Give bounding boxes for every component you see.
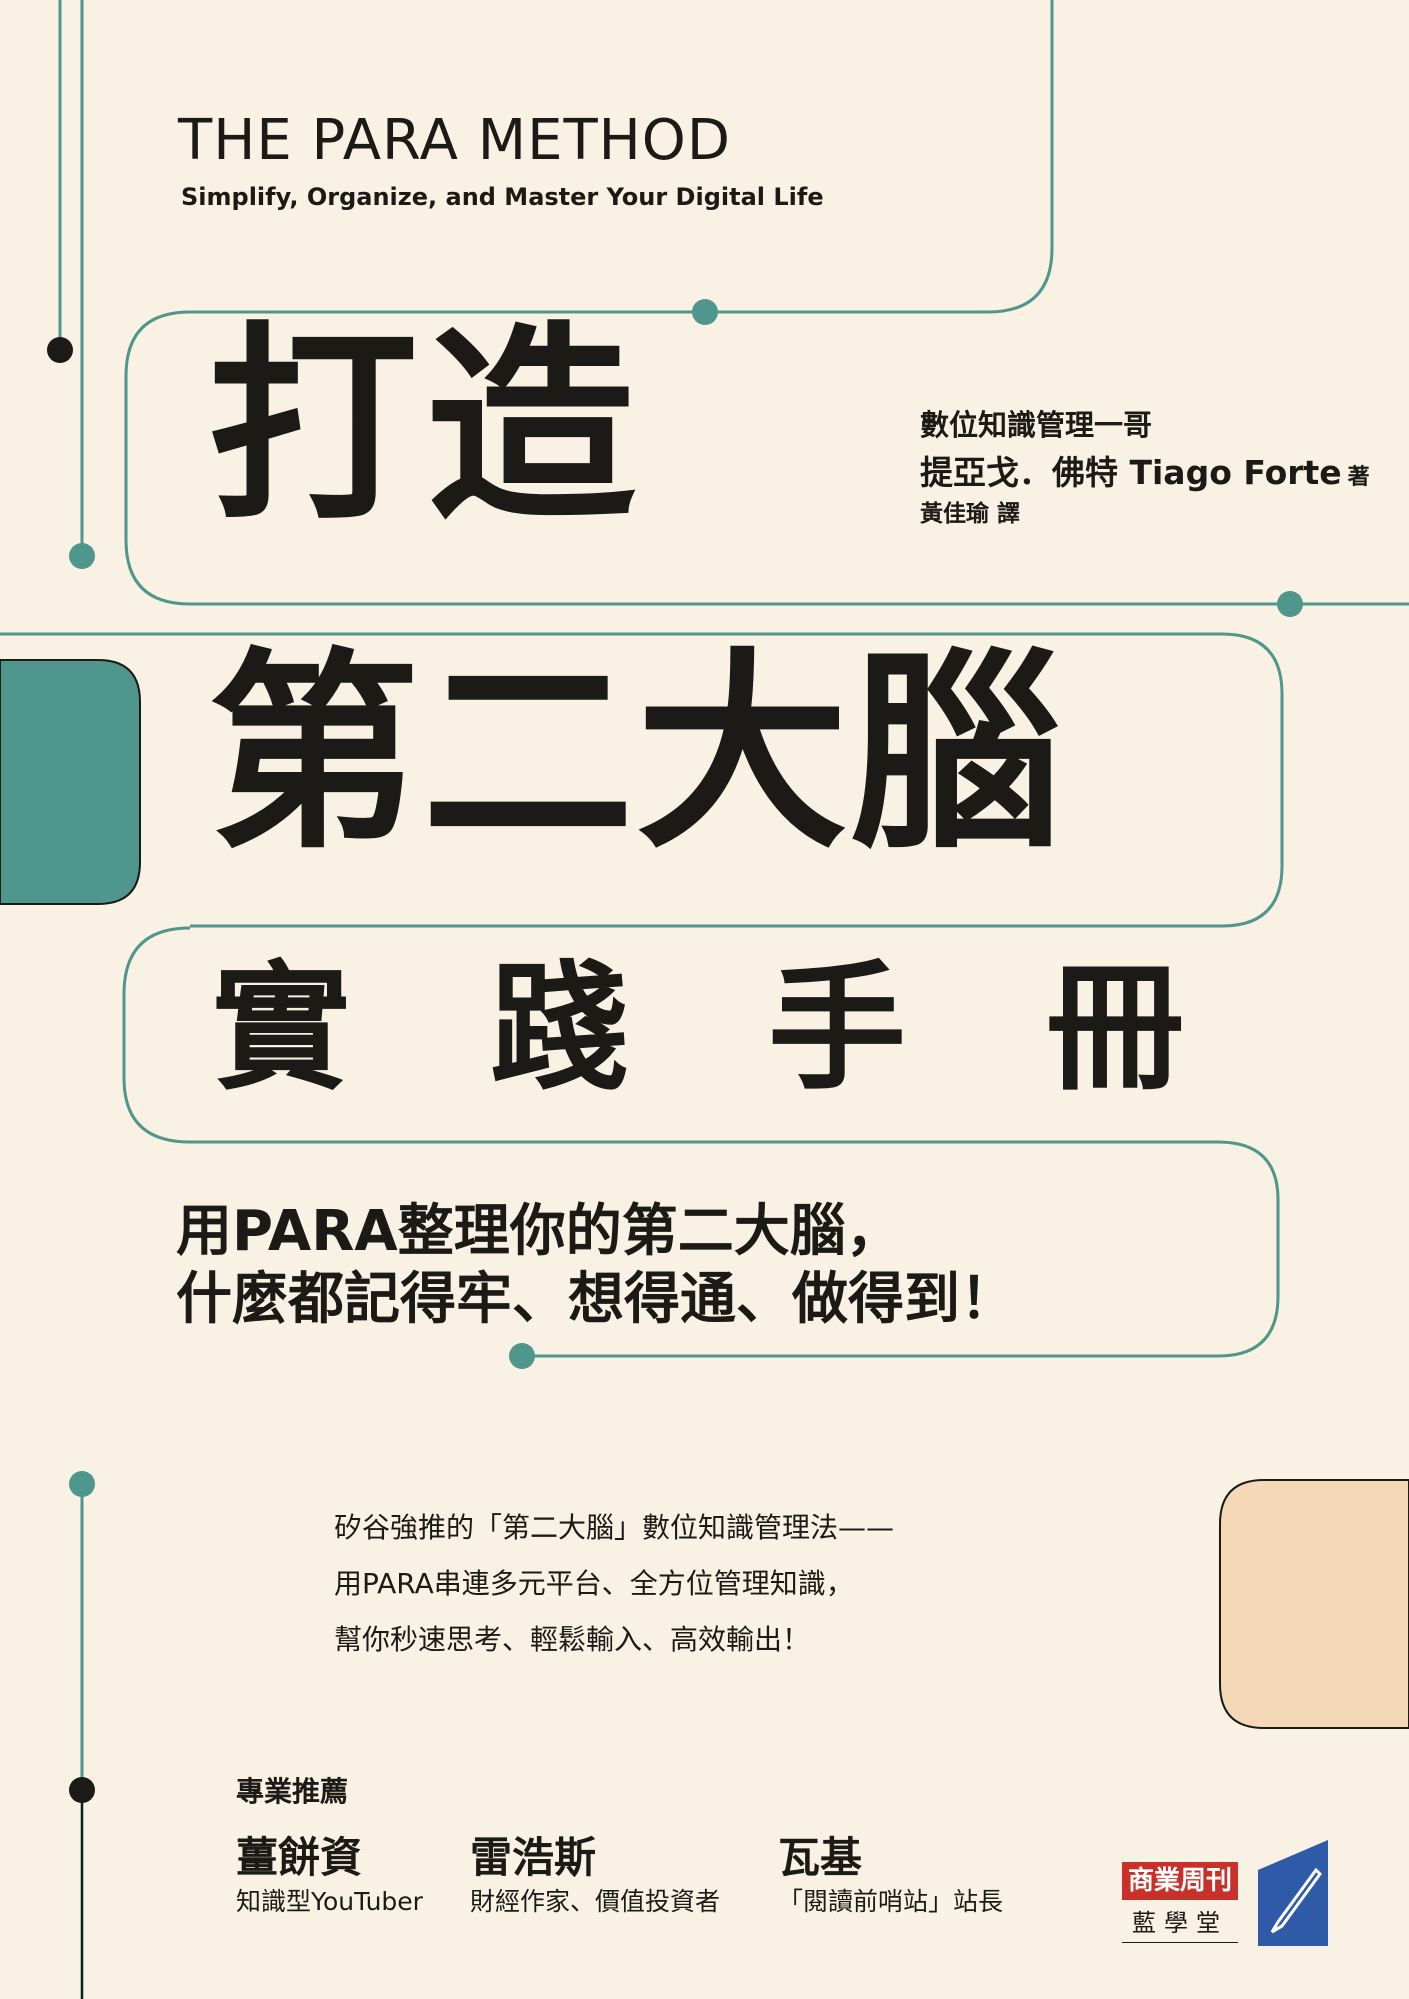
tagline-line-2: 什麼都記得牢、想得通、做得到！: [176, 1267, 1016, 1332]
tagline-line-1: 用PARA整理你的第二大腦，: [176, 1199, 902, 1264]
author-tagline: 數位知識管理一哥: [920, 408, 1153, 442]
publisher-imprint: 藍學堂: [1122, 1904, 1238, 1943]
recommender-desc-2: 財經作家、價值投資者: [470, 1887, 721, 1916]
blurb-line-1: 矽谷強推的「第二大腦」數位知識管理法——: [334, 1511, 895, 1544]
translator: 黃佳瑜 譯: [920, 501, 1021, 527]
publisher-brand: 商業周刊: [1122, 1862, 1238, 1900]
recommend-heading: 專業推薦: [236, 1775, 349, 1808]
recommender-name-1: 薑餅資: [236, 1833, 363, 1882]
recommender-desc-3: 「閱讀前哨站」站長: [778, 1887, 1004, 1916]
recommender-name-2: 雷浩斯: [470, 1833, 597, 1882]
recommender-name-3: 瓦基: [778, 1833, 863, 1882]
blurb-line-2: 用PARA串連多元平台、全方位管理知識，: [334, 1567, 854, 1600]
main-title-line-2: 第二大腦: [208, 630, 1064, 877]
author-name-text: 提亞戈．佛特 Tiago Forte: [920, 453, 1342, 492]
main-title-line-1: 打造: [208, 304, 645, 549]
english-title: THE PARA METHOD: [178, 108, 731, 173]
main-title-line-3: 實踐手冊: [212, 948, 1324, 1109]
recommender-desc-1: 知識型YouTuber: [236, 1887, 423, 1916]
author-name-suffix: 著: [1347, 465, 1370, 490]
english-subtitle: Simplify, Organize, and Master Your Digi…: [181, 183, 824, 211]
author-name: 提亞戈．佛特 Tiago Forte 著: [920, 446, 1370, 494]
blurb-line-3: 幫你秒速思考、輕鬆輸入、高效輸出！: [334, 1623, 811, 1656]
pen-logo-icon: [1258, 1840, 1328, 1946]
